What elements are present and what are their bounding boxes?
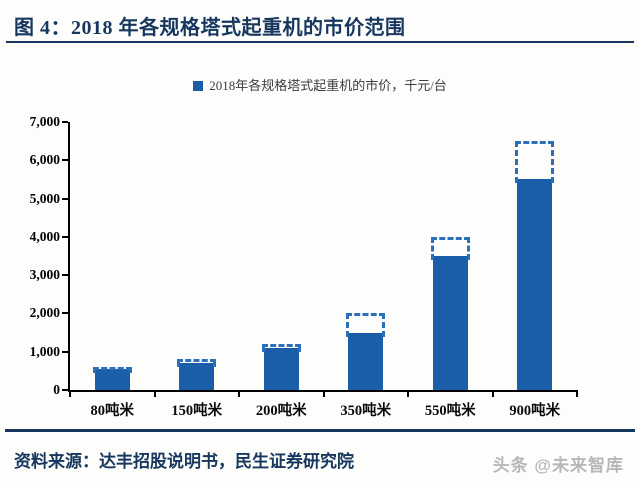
title-divider — [6, 41, 634, 43]
x-category-label: 350吨米 — [340, 403, 392, 419]
x-category-label: 900吨米 — [509, 403, 561, 419]
y-tick-mark — [62, 197, 68, 200]
legend-label: 2018年各规格塔式起重机的市价，千元/台 — [209, 78, 447, 93]
bar-range-dashed — [430, 236, 470, 260]
source-note: 资料来源：达丰招股说明书，民生证券研究院 — [14, 452, 354, 471]
watermark: 头条 @未来智库 — [492, 456, 624, 475]
y-tick-mark — [62, 389, 68, 391]
x-tick-mark — [491, 390, 494, 397]
bar-solid — [348, 332, 384, 390]
bar-range-dashed — [177, 359, 217, 368]
y-tick-label: 2,000 — [29, 305, 60, 321]
x-tick-mark — [69, 390, 71, 397]
bar-solid — [263, 347, 299, 390]
y-tick-mark — [62, 159, 68, 162]
y-tick-label: 0 — [53, 382, 60, 397]
y-tick-mark — [62, 235, 68, 238]
y-tick-label: 5,000 — [29, 190, 60, 206]
bar-range-dashed — [346, 313, 386, 337]
y-tick-mark — [62, 121, 68, 123]
bar-solid — [179, 363, 215, 390]
bottom-divider — [5, 429, 635, 432]
bar-solid — [432, 256, 468, 390]
bar-solid — [517, 179, 553, 390]
x-tick-mark — [407, 390, 409, 397]
x-category-label: 550吨米 — [424, 403, 476, 419]
x-category-label: 200吨米 — [255, 403, 307, 419]
y-tick-label: 1,000 — [29, 343, 60, 359]
bar-solid — [94, 368, 130, 390]
y-tick-mark — [62, 274, 68, 277]
y-tick-label: 4,000 — [29, 228, 60, 244]
x-tick-mark — [238, 390, 240, 397]
y-tick-label: 3,000 — [29, 267, 60, 283]
x-category-label: 80吨米 — [90, 403, 135, 419]
y-tick-mark — [62, 350, 68, 353]
bar-range-dashed — [92, 367, 132, 373]
figure-title: 图 4：2018 年各规格塔式起重机的市价范围 — [14, 17, 406, 39]
x-tick-mark — [153, 390, 156, 397]
x-category-label: 150吨米 — [171, 403, 223, 419]
bar-range-dashed — [261, 344, 301, 352]
plot-area: 0 1,000 2,000 3,000 4,000 5,000 6,000 7,000 80吨米… — [30, 114, 578, 419]
legend-swatch-icon — [193, 81, 204, 91]
y-tick-mark — [62, 312, 68, 315]
chart-legend: 2018年各规格塔式起重机的市价，千元/台 — [0, 75, 640, 94]
y-tick-label: 7,000 — [29, 114, 60, 129]
y-tick-label: 6,000 — [29, 152, 60, 168]
x-tick-mark — [322, 390, 325, 397]
bar-range-dashed — [515, 141, 555, 184]
x-tick-mark — [576, 390, 578, 397]
